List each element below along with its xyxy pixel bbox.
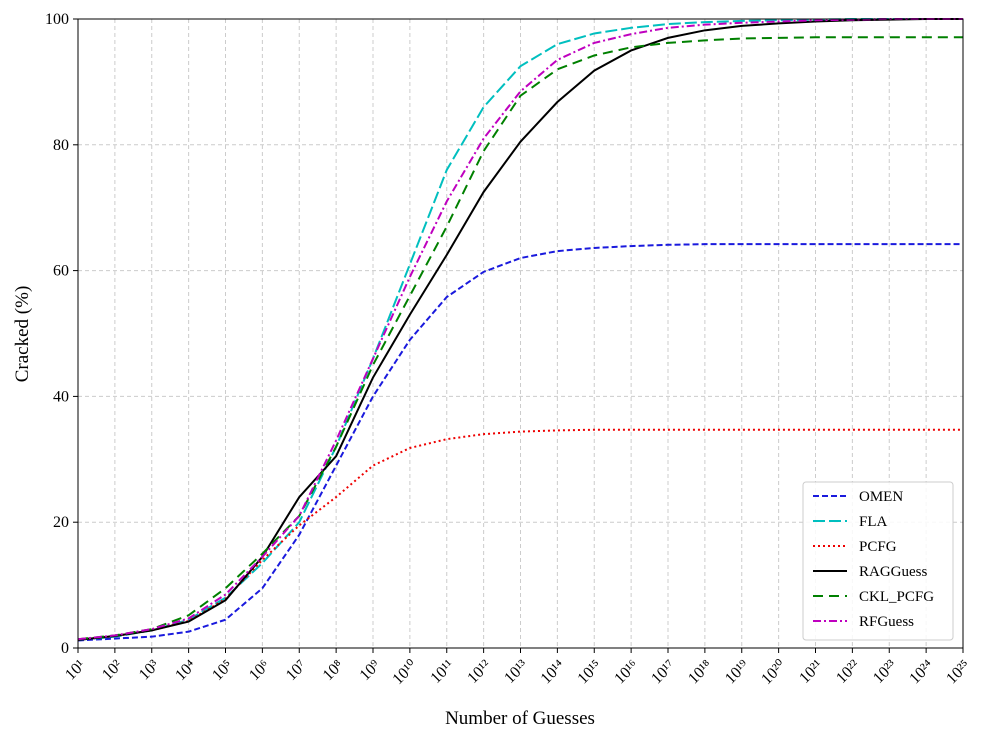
x-tick-label: 10²⁵ bbox=[943, 657, 974, 688]
x-tick-label: 10⁵ bbox=[209, 657, 236, 684]
x-tick-label: 10¹⁵ bbox=[574, 657, 605, 688]
series-line bbox=[77, 18, 963, 641]
plot-frame bbox=[77, 18, 964, 649]
series-line bbox=[77, 36, 963, 641]
x-tick-label: 10¹ bbox=[62, 657, 89, 684]
x-tick-label: 10¹² bbox=[464, 657, 494, 687]
legend-label: FLA bbox=[859, 514, 888, 530]
legend: OMEN FLA PCFG RAGGuess CKL_PCFG RFGuess bbox=[802, 481, 954, 641]
series-line bbox=[77, 243, 963, 642]
y-tick-label: 20 bbox=[53, 514, 69, 531]
x-tick-label: 10¹¹ bbox=[427, 657, 457, 687]
x-tick-label: 10⁶ bbox=[246, 657, 273, 684]
legend-label: CKL_PCFG bbox=[859, 589, 934, 605]
y-tick-label: 80 bbox=[53, 137, 69, 154]
x-axis-label: Number of Guesses bbox=[445, 708, 595, 729]
legend-label: OMEN bbox=[859, 489, 903, 505]
x-tick-label: 10¹⁶ bbox=[611, 657, 642, 688]
x-tick-label: 10⁴ bbox=[172, 657, 200, 685]
x-tick-label: 10⁷ bbox=[283, 657, 310, 684]
legend-label: RAGGuess bbox=[859, 564, 927, 580]
x-tick-label: 10¹⁰ bbox=[389, 657, 420, 688]
x-tick-label: 10⁹ bbox=[357, 657, 385, 685]
x-tick-label: 10⁸ bbox=[320, 657, 347, 684]
x-tick-label: 10¹⁷ bbox=[648, 657, 679, 688]
x-tick-label: 10²⁴ bbox=[906, 657, 937, 688]
x-tick-label: 10¹⁹ bbox=[722, 657, 753, 688]
x-tick-label: 10²⁰ bbox=[758, 657, 789, 688]
y-tick-label: 100 bbox=[45, 11, 69, 28]
x-tick-label: 10³ bbox=[136, 657, 163, 684]
y-tick-label: 40 bbox=[53, 388, 69, 405]
x-tick-label: 10²³ bbox=[870, 657, 900, 687]
y-tick-label: 60 bbox=[53, 263, 69, 280]
series-line bbox=[77, 18, 963, 641]
x-tick-label: 10¹³ bbox=[501, 657, 531, 687]
y-axis-label: Cracked (%) bbox=[12, 286, 33, 383]
y-tick-label: 0 bbox=[61, 640, 69, 657]
legend-label: PCFG bbox=[859, 539, 897, 555]
legend-label: RFGuess bbox=[859, 614, 914, 630]
x-tick-label: 10² bbox=[99, 657, 126, 684]
x-tick-label: 10¹⁴ bbox=[538, 657, 569, 688]
x-tick-label: 10²¹ bbox=[796, 657, 826, 687]
x-tick-label: 10¹⁸ bbox=[685, 657, 716, 688]
x-tick-label: 10²² bbox=[833, 657, 863, 687]
